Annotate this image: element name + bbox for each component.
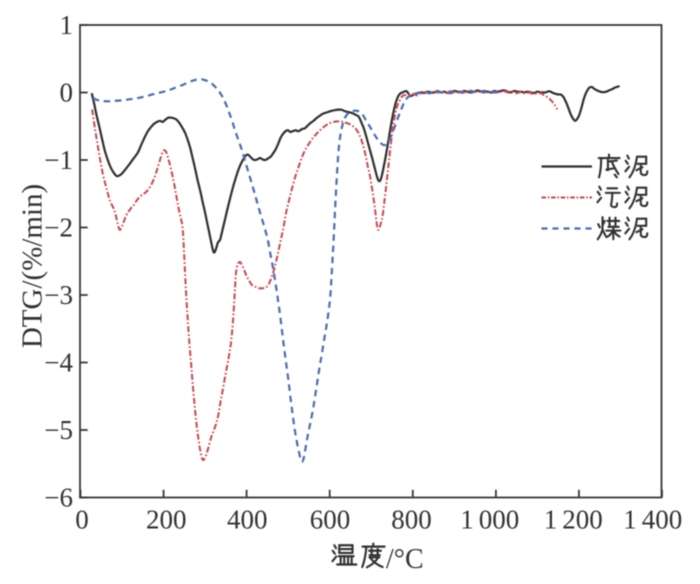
svg-text:−6: −6 — [44, 483, 73, 513]
svg-text:/°C: /°C — [386, 544, 424, 575]
svg-text:−1: −1 — [44, 145, 73, 175]
svg-text:200: 200 — [146, 505, 187, 535]
svg-text:1: 1 — [60, 10, 74, 40]
svg-text:600: 600 — [310, 505, 351, 535]
svg-text:0: 0 — [60, 78, 74, 108]
svg-text:−5: −5 — [44, 415, 73, 445]
svg-text:−2: −2 — [44, 213, 73, 243]
svg-text:1: 1 — [460, 505, 474, 535]
svg-text:200: 200 — [562, 505, 603, 535]
svg-text:400: 400 — [227, 505, 268, 535]
svg-text:DTG/(%/min): DTG/(%/min) — [17, 184, 49, 348]
svg-text:800: 800 — [391, 505, 432, 535]
svg-text:−4: −4 — [44, 348, 73, 378]
svg-text:000: 000 — [479, 505, 520, 535]
svg-text:0: 0 — [75, 505, 89, 535]
svg-text:1: 1 — [544, 505, 558, 535]
svg-text:−3: −3 — [44, 280, 73, 310]
svg-text:1: 1 — [623, 505, 637, 535]
svg-text:400: 400 — [642, 505, 683, 535]
